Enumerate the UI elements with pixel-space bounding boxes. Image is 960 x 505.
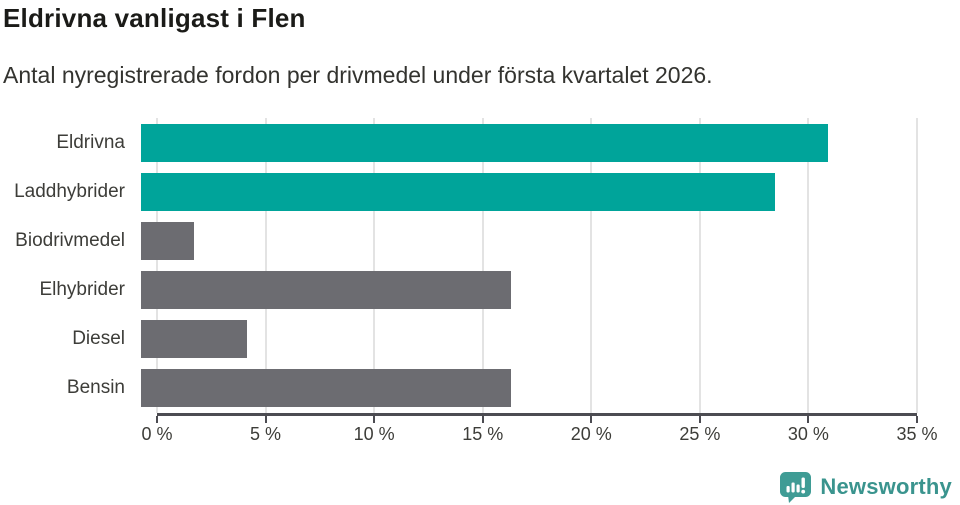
category-label: Laddhybrider bbox=[14, 180, 125, 202]
bar-row: Laddhybrider bbox=[0, 167, 917, 216]
x-axis-tick bbox=[481, 416, 484, 423]
gridline bbox=[590, 118, 593, 413]
x-axis-line bbox=[157, 413, 917, 416]
bar-row: Biodrivmedel bbox=[0, 216, 917, 265]
chart-title: Eldrivna vanligast i Flen bbox=[3, 3, 306, 33]
newsworthy-brand-label: Newsworthy bbox=[820, 474, 952, 499]
x-axis-tick bbox=[590, 416, 593, 423]
gridlines-layer bbox=[156, 118, 918, 413]
x-axis-tick bbox=[698, 416, 701, 423]
bar-row: Eldrivna bbox=[0, 118, 917, 167]
gridline bbox=[698, 118, 701, 413]
bar-elhybrider bbox=[141, 271, 512, 310]
gridline bbox=[916, 118, 918, 413]
gridline bbox=[807, 118, 810, 413]
bar-row: Bensin bbox=[0, 364, 917, 413]
x-axis: 0 % 5 % 10 % 15 % 20 % 25 % 30 % 35 % bbox=[141, 118, 938, 444]
chart-subtitle: Antal nyregistrerade fordon per drivmede… bbox=[3, 62, 713, 88]
gridline bbox=[373, 118, 376, 413]
category-label: Bensin bbox=[66, 377, 125, 399]
bar-eldrivna bbox=[141, 123, 829, 162]
x-axis-tick-label: 0 % bbox=[141, 424, 173, 444]
bar-biodrivmedel bbox=[141, 221, 195, 260]
gridline bbox=[481, 118, 484, 413]
x-axis-tick bbox=[807, 416, 810, 423]
newsworthy-logo: Newsworthy bbox=[779, 471, 952, 503]
x-axis-tick bbox=[264, 416, 267, 423]
category-label: Eldrivna bbox=[56, 131, 125, 153]
x-axis-tick-label: 5 % bbox=[250, 424, 282, 444]
x-axis-tick bbox=[373, 416, 376, 423]
bar-chart: Eldrivna Laddhybrider Biodrivmedel Elhybrid… bbox=[0, 118, 938, 444]
newsworthy-logo-icon bbox=[779, 471, 812, 503]
x-axis-tick-label: 30 % bbox=[787, 424, 829, 444]
bar-track bbox=[141, 364, 917, 413]
gridline bbox=[264, 118, 267, 413]
bar-laddhybrider bbox=[141, 172, 776, 211]
bar-track bbox=[141, 167, 917, 216]
bar-track bbox=[141, 315, 917, 364]
bar-track bbox=[141, 266, 917, 315]
gridline bbox=[156, 118, 158, 413]
bar-track bbox=[141, 216, 917, 265]
category-label: Diesel bbox=[72, 328, 125, 350]
bar-rows: Eldrivna Laddhybrider Biodrivmedel Elhybrid… bbox=[0, 118, 917, 413]
x-axis-tick-label: 25 % bbox=[679, 424, 721, 444]
bar-bensin bbox=[141, 369, 512, 408]
bar-diesel bbox=[141, 320, 248, 359]
category-label: Biodrivmedel bbox=[15, 229, 125, 251]
bar-track bbox=[141, 118, 917, 167]
x-axis-tick bbox=[156, 416, 158, 423]
x-axis-tick-label: 35 % bbox=[896, 424, 938, 444]
bar-row: Diesel bbox=[0, 315, 917, 364]
x-axis-tick-label: 10 % bbox=[353, 424, 395, 444]
bar-row: Elhybrider bbox=[0, 266, 917, 315]
x-axis-tick bbox=[916, 416, 918, 423]
x-axis-tick-label: 15 % bbox=[462, 424, 504, 444]
category-label: Elhybrider bbox=[39, 279, 125, 301]
x-axis-tick-label: 20 % bbox=[570, 424, 612, 444]
